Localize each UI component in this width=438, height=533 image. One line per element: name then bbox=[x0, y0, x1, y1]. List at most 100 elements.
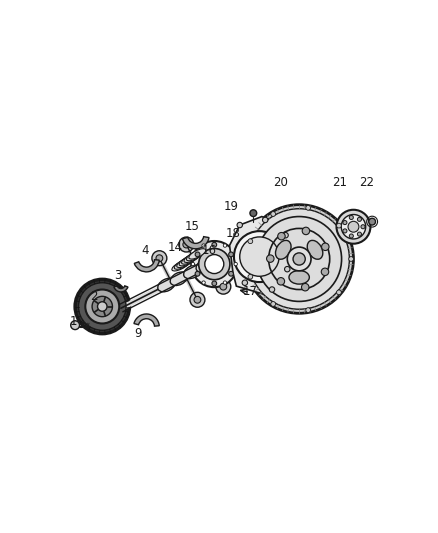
Text: 21: 21 bbox=[332, 176, 347, 189]
Polygon shape bbox=[75, 321, 79, 325]
Circle shape bbox=[223, 244, 227, 247]
Text: 4: 4 bbox=[141, 244, 148, 257]
Circle shape bbox=[349, 215, 353, 220]
Wedge shape bbox=[183, 237, 209, 249]
Circle shape bbox=[199, 248, 230, 280]
Circle shape bbox=[267, 255, 274, 262]
Circle shape bbox=[321, 243, 329, 251]
Ellipse shape bbox=[208, 253, 226, 266]
Ellipse shape bbox=[184, 252, 201, 262]
Polygon shape bbox=[75, 325, 79, 329]
Text: 14: 14 bbox=[168, 240, 183, 254]
Circle shape bbox=[234, 262, 237, 266]
Ellipse shape bbox=[174, 259, 191, 269]
Circle shape bbox=[156, 255, 163, 262]
Polygon shape bbox=[71, 321, 75, 325]
Text: 15: 15 bbox=[185, 220, 200, 233]
Circle shape bbox=[357, 232, 361, 236]
Circle shape bbox=[306, 205, 311, 210]
Circle shape bbox=[277, 278, 285, 285]
Circle shape bbox=[271, 212, 276, 216]
Circle shape bbox=[98, 302, 107, 311]
Circle shape bbox=[248, 274, 253, 279]
Wedge shape bbox=[134, 260, 159, 272]
Circle shape bbox=[183, 241, 190, 248]
Circle shape bbox=[302, 227, 310, 235]
PathPatch shape bbox=[230, 216, 293, 295]
Ellipse shape bbox=[196, 259, 214, 272]
Circle shape bbox=[250, 210, 257, 216]
Ellipse shape bbox=[189, 249, 206, 259]
Circle shape bbox=[194, 296, 201, 303]
Text: 1: 1 bbox=[70, 316, 77, 328]
Ellipse shape bbox=[172, 261, 189, 271]
Circle shape bbox=[78, 282, 126, 330]
Circle shape bbox=[85, 289, 119, 324]
Circle shape bbox=[92, 296, 113, 317]
Circle shape bbox=[306, 308, 311, 312]
Ellipse shape bbox=[307, 240, 323, 259]
Text: 19: 19 bbox=[224, 200, 239, 213]
Circle shape bbox=[343, 229, 347, 233]
Ellipse shape bbox=[158, 278, 175, 292]
Circle shape bbox=[336, 223, 341, 228]
Circle shape bbox=[336, 290, 341, 295]
Circle shape bbox=[190, 292, 205, 307]
Circle shape bbox=[278, 232, 285, 240]
Circle shape bbox=[336, 210, 371, 244]
Text: 20: 20 bbox=[273, 176, 288, 189]
Text: 22: 22 bbox=[360, 176, 374, 189]
Ellipse shape bbox=[182, 254, 198, 264]
Circle shape bbox=[234, 231, 285, 282]
Circle shape bbox=[212, 243, 217, 247]
Circle shape bbox=[287, 247, 311, 271]
Circle shape bbox=[195, 252, 200, 257]
Circle shape bbox=[257, 216, 342, 302]
Circle shape bbox=[248, 239, 253, 244]
Circle shape bbox=[202, 244, 205, 247]
Circle shape bbox=[220, 283, 227, 290]
Polygon shape bbox=[71, 323, 75, 327]
Circle shape bbox=[349, 234, 353, 238]
Circle shape bbox=[343, 221, 347, 224]
Circle shape bbox=[179, 237, 194, 252]
Circle shape bbox=[202, 281, 205, 284]
Circle shape bbox=[348, 221, 359, 232]
Ellipse shape bbox=[170, 272, 187, 286]
Circle shape bbox=[195, 271, 200, 276]
Circle shape bbox=[223, 281, 227, 284]
Circle shape bbox=[293, 253, 305, 265]
Circle shape bbox=[229, 271, 233, 276]
Text: 16: 16 bbox=[202, 244, 217, 257]
Ellipse shape bbox=[184, 265, 201, 279]
Ellipse shape bbox=[177, 257, 194, 268]
Text: 17: 17 bbox=[243, 285, 258, 298]
Circle shape bbox=[369, 218, 375, 225]
Ellipse shape bbox=[187, 251, 203, 261]
Circle shape bbox=[205, 255, 224, 273]
Circle shape bbox=[357, 217, 361, 221]
Circle shape bbox=[269, 287, 275, 292]
Wedge shape bbox=[114, 286, 128, 292]
Polygon shape bbox=[71, 325, 75, 329]
Circle shape bbox=[361, 225, 365, 229]
Ellipse shape bbox=[179, 255, 196, 266]
Circle shape bbox=[283, 232, 288, 238]
Circle shape bbox=[212, 281, 217, 286]
Circle shape bbox=[249, 209, 350, 309]
Circle shape bbox=[321, 268, 329, 276]
Circle shape bbox=[152, 251, 167, 265]
Circle shape bbox=[341, 214, 366, 239]
Circle shape bbox=[349, 256, 353, 261]
Wedge shape bbox=[134, 314, 159, 326]
Text: 9: 9 bbox=[134, 327, 141, 340]
Circle shape bbox=[262, 217, 268, 223]
Circle shape bbox=[75, 279, 130, 334]
Circle shape bbox=[301, 284, 309, 291]
Circle shape bbox=[229, 252, 233, 257]
Circle shape bbox=[191, 241, 237, 287]
Circle shape bbox=[216, 279, 231, 294]
Circle shape bbox=[240, 237, 279, 276]
Polygon shape bbox=[75, 323, 79, 327]
Circle shape bbox=[271, 302, 276, 306]
